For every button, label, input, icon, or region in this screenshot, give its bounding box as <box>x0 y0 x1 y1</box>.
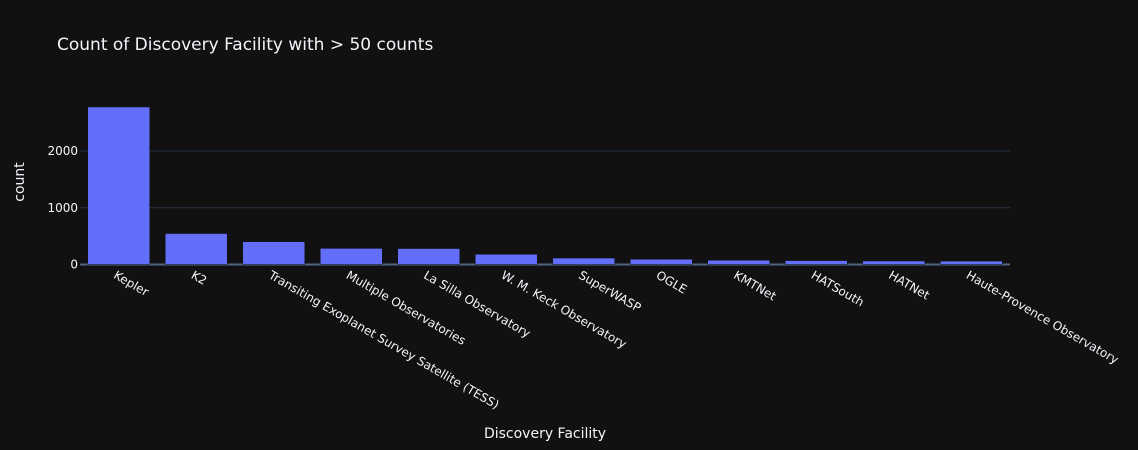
bar[interactable] <box>630 258 693 265</box>
y-axis-title: count <box>12 162 28 202</box>
x-tick-label: K2 <box>189 268 209 288</box>
bar[interactable] <box>707 259 770 265</box>
bar[interactable] <box>475 254 538 265</box>
x-axis-title: Discovery Facility <box>484 426 606 442</box>
bar[interactable] <box>862 260 925 265</box>
bars <box>87 106 1003 265</box>
y-tick-label: 1000 <box>47 201 78 215</box>
chart-title: Count of Discovery Facility with > 50 co… <box>57 35 433 55</box>
bar[interactable] <box>397 248 460 265</box>
y-tick-label: 0 <box>70 258 78 272</box>
y-axis-ticks: 0 1000 2000 <box>47 144 78 271</box>
bar[interactable] <box>940 260 1003 265</box>
bar[interactable] <box>320 248 383 265</box>
bar[interactable] <box>785 260 848 265</box>
bar[interactable] <box>87 106 150 265</box>
bar[interactable] <box>242 241 305 265</box>
gridlines <box>80 150 1010 266</box>
y-tick-label: 2000 <box>47 144 78 158</box>
bar[interactable] <box>552 257 615 265</box>
bar[interactable] <box>165 233 228 265</box>
